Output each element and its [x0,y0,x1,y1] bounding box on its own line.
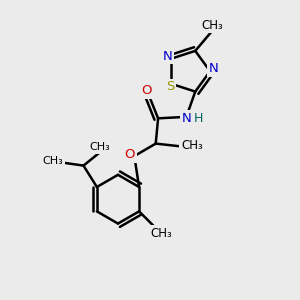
Text: CH₃: CH₃ [90,142,110,152]
Text: CH₃: CH₃ [181,139,203,152]
Text: N: N [163,50,172,63]
Text: N: N [182,112,192,125]
Text: H: H [194,112,203,125]
Text: CH₃: CH₃ [43,156,64,167]
Text: N: N [209,62,218,75]
Text: CH₃: CH₃ [201,19,223,32]
Text: S: S [166,80,174,93]
Text: CH₃: CH₃ [151,226,172,240]
Text: O: O [141,84,152,97]
Text: O: O [124,148,135,161]
